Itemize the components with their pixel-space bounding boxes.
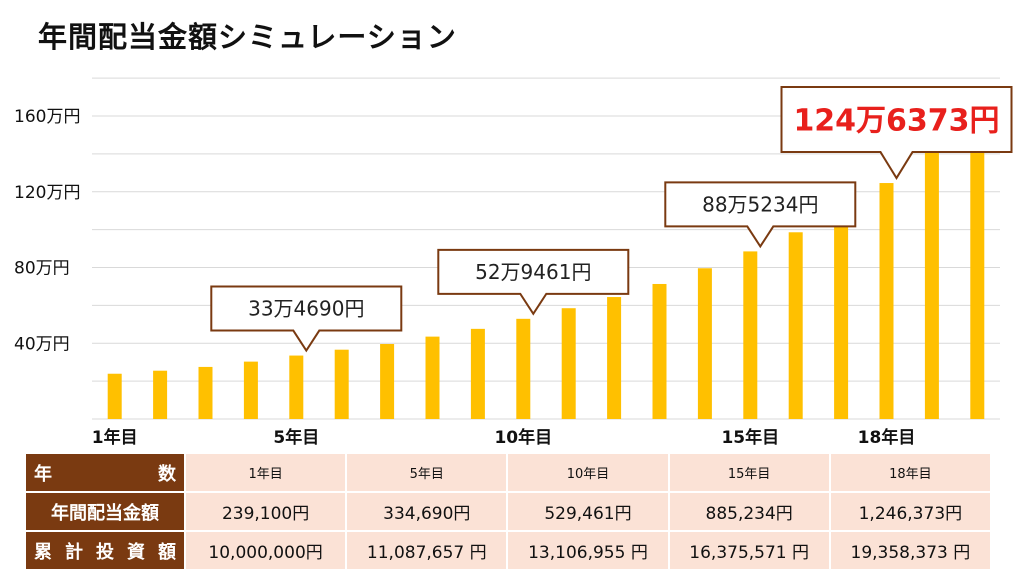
x-tick-label: 18年目 — [858, 427, 916, 448]
bars — [107, 118, 985, 420]
bar — [425, 336, 440, 419]
bar — [652, 283, 667, 419]
x-tick-label: 5年目 — [273, 427, 319, 448]
table-cell: 1年目 — [185, 454, 348, 493]
bar — [289, 355, 304, 419]
x-tick-label: 10年目 — [494, 427, 552, 448]
table-row-cumulative-investment: 累計投資額 10,000,000円 11,087,657 円 13,106,95… — [26, 531, 993, 571]
table-cell: 19,358,373 円 — [829, 531, 993, 571]
bar — [516, 318, 531, 419]
table-cell: 1,246,373円 — [829, 492, 993, 532]
table-cell: 5年目 — [346, 454, 509, 493]
table-cell: 10,000,000円 — [185, 531, 348, 571]
row-header-cumulative-investment: 累計投資額 — [26, 531, 186, 571]
table-cell: 885,234円 — [668, 492, 831, 532]
y-tick-label: 40万円 — [14, 334, 70, 354]
callout-box — [780, 86, 1013, 180]
table-cell: 334,690円 — [346, 492, 509, 532]
bar — [697, 268, 712, 419]
bar-chart: 40万円 80万円 120万円 160万円 1年目 5年目 10年目 15年目 18年目 33… — [14, 77, 1013, 448]
bar — [607, 297, 622, 419]
bar — [879, 183, 894, 419]
row-header-annual-dividend: 年間配当金額 — [26, 492, 186, 532]
bar — [198, 366, 213, 419]
table-cell: 16,375,571 円 — [668, 531, 831, 571]
callout-box — [437, 248, 630, 316]
bar — [970, 118, 985, 420]
bar — [107, 373, 122, 419]
callout-label: 124万6373円 — [793, 104, 999, 139]
bar — [470, 328, 485, 419]
table-cell: 239,100円 — [185, 492, 348, 532]
x-tick-label: 15年目 — [721, 427, 779, 448]
bar — [834, 209, 849, 419]
bar — [788, 232, 803, 419]
bar — [743, 251, 758, 419]
chart-title: 年間配当金額シミュレーション — [38, 20, 457, 54]
bar — [243, 361, 258, 419]
bar — [153, 370, 168, 419]
callout-label: 88万5234円 — [702, 192, 818, 216]
x-axis-ticks: 1年目 5年目 10年目 15年目 18年目 — [92, 427, 916, 448]
table-cell: 529,461円 — [507, 492, 670, 532]
table-cell: 18年目 — [829, 454, 993, 493]
callout-box — [210, 285, 403, 353]
bar — [380, 344, 395, 419]
callout-box — [664, 181, 857, 249]
row-header-years: 年 数 — [26, 454, 186, 493]
bar — [334, 349, 349, 419]
y-tick-label: 160万円 — [14, 107, 80, 127]
callout-label: 52万9461円 — [475, 260, 591, 284]
callout-label: 33万4690円 — [248, 297, 364, 321]
table-cell: 11,087,657 円 — [346, 531, 509, 571]
y-tick-label: 80万円 — [14, 259, 70, 279]
table-row-years: 年 数 1年目 5年目 10年目 15年目 18年目 — [26, 454, 993, 493]
table-cell: 10年目 — [507, 454, 670, 493]
table-cell: 13,106,955 円 — [507, 531, 670, 571]
y-axis-ticks: 40万円 80万円 120万円 160万円 — [14, 107, 80, 354]
x-tick-label: 1年目 — [92, 427, 138, 448]
table-row-annual-dividend: 年間配当金額 239,100円 334,690円 529,461円 885,23… — [26, 492, 993, 532]
callouts: 33万4690円 52万9461円 88万5234円 124万6373円 — [210, 86, 1013, 353]
bar — [924, 152, 939, 419]
summary-table: 年 数 1年目 5年目 10年目 15年目 18年目 年間配当金額 239,10… — [26, 454, 993, 571]
table-cell: 15年目 — [668, 454, 831, 493]
bar — [561, 308, 576, 419]
y-tick-label: 120万円 — [14, 183, 80, 203]
